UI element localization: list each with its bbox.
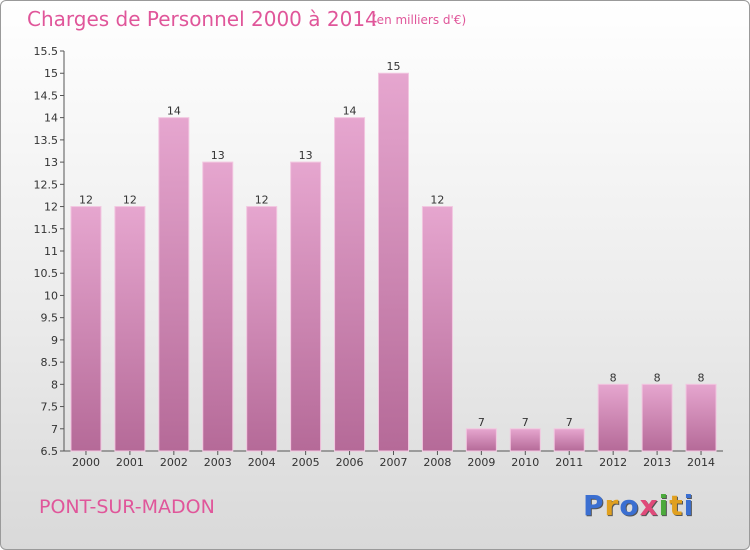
y-tick-label: 9 (51, 334, 58, 347)
y-tick-label: 8.5 (41, 356, 59, 369)
y-tick-label: 14 (44, 112, 58, 125)
y-tick-label: 8 (51, 378, 58, 391)
bar-value-label: 7 (522, 416, 529, 429)
x-tick-label: 2001 (116, 456, 144, 469)
y-tick-label: 6.5 (41, 445, 59, 458)
bar (334, 117, 366, 452)
bar (597, 383, 629, 452)
bar-value-label: 12 (430, 194, 444, 207)
bar-value-label: 12 (79, 194, 93, 207)
bar-value-label: 8 (654, 371, 661, 384)
bar-value-label: 14 (167, 105, 181, 118)
y-tick-label: 10.5 (34, 267, 59, 280)
bar-value-label: 12 (123, 194, 137, 207)
x-tick-label: 2011 (555, 456, 583, 469)
x-tick-label: 2002 (160, 456, 188, 469)
x-tick-label: 2013 (643, 456, 671, 469)
bar (290, 161, 322, 452)
y-tick-label: 13.5 (34, 134, 59, 147)
bar (641, 383, 673, 452)
y-tick-label: 15.5 (34, 45, 59, 58)
bar-value-label: 7 (478, 416, 485, 429)
x-tick-label: 2003 (204, 456, 232, 469)
bar (685, 383, 717, 452)
bar (509, 428, 541, 452)
bar (465, 428, 497, 452)
bar (246, 206, 278, 452)
x-tick-label: 2000 (72, 456, 100, 469)
bar-value-label: 13 (211, 149, 225, 162)
logo-letter: i (658, 489, 670, 522)
x-tick-label: 2009 (467, 456, 495, 469)
bar-value-label: 8 (610, 371, 617, 384)
logo-letter: o (619, 489, 640, 522)
logo-letter: P (583, 489, 605, 522)
y-tick-label: 7.5 (41, 401, 59, 414)
y-tick-label: 15 (44, 67, 58, 80)
bar-value-label: 7 (566, 416, 573, 429)
proxiti-logo: Proxiti (583, 489, 694, 522)
y-tick-label: 10 (44, 289, 58, 302)
y-tick-label: 7 (51, 423, 58, 436)
chart-unit: (en milliers d'€) (372, 13, 467, 27)
x-tick-label: 2012 (599, 456, 627, 469)
x-tick-label: 2010 (511, 456, 539, 469)
y-tick-label: 12 (44, 201, 58, 214)
x-tick-label: 2005 (292, 456, 320, 469)
x-tick-label: 2008 (423, 456, 451, 469)
x-tick-label: 2004 (248, 456, 276, 469)
y-tick-label: 9.5 (41, 312, 59, 325)
y-tick-label: 11 (44, 245, 58, 258)
bar-value-label: 12 (255, 194, 269, 207)
bar (70, 206, 102, 452)
y-tick-label: 12.5 (34, 178, 59, 191)
y-tick-label: 11.5 (34, 223, 59, 236)
bar-value-label: 15 (387, 60, 401, 73)
bar (378, 72, 409, 452)
commune-name: PONT-SUR-MADON (39, 496, 215, 518)
chart-title: Charges de Personnel 2000 à 2014 (27, 7, 378, 31)
bar-value-label: 13 (299, 149, 313, 162)
x-tick-label: 2006 (336, 456, 364, 469)
x-tick-label: 2007 (380, 456, 408, 469)
y-tick-label: 14.5 (34, 89, 59, 102)
y-tick-label: 13 (44, 156, 58, 169)
logo-letter: t (669, 489, 684, 522)
x-tick-label: 2014 (687, 456, 715, 469)
logo-letter: x (639, 489, 659, 522)
bar (553, 428, 585, 452)
bar-value-label: 14 (343, 105, 357, 118)
logo-letter: i (683, 489, 695, 522)
bar (421, 206, 453, 452)
bar (158, 117, 190, 452)
bar (114, 206, 146, 452)
bar (202, 161, 234, 452)
bar-value-label: 8 (698, 371, 705, 384)
logo-letter: r (604, 489, 620, 522)
